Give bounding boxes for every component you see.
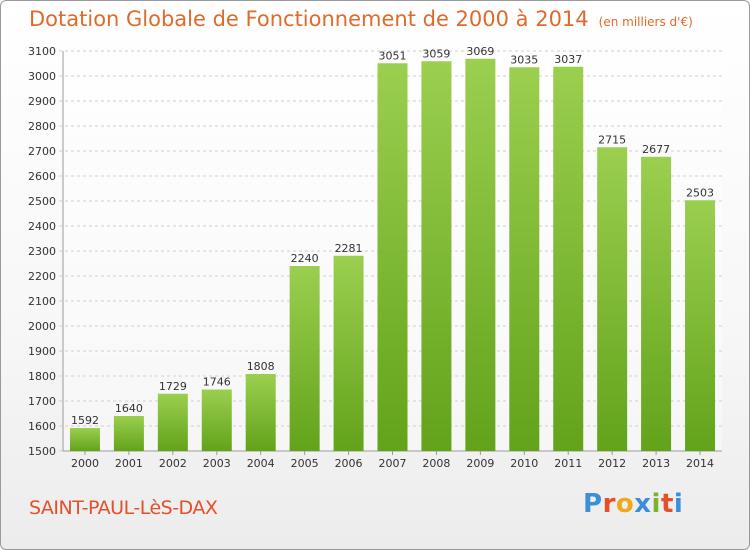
bar (465, 58, 496, 451)
x-tick-label: 2003 (203, 457, 231, 470)
x-tick-label: 2011 (554, 457, 582, 470)
data-label: 2503 (686, 186, 714, 199)
proxiti-logo: Proxiti (583, 489, 683, 519)
y-tick-label: 2900 (28, 95, 56, 108)
logo-letter: r (602, 489, 616, 519)
y-tick-label: 2400 (28, 220, 56, 233)
bar (289, 266, 320, 451)
x-tick-label: 2010 (510, 457, 538, 470)
data-label: 3051 (379, 49, 407, 62)
chart-subtitle: (en milliers d'€) (598, 15, 693, 29)
logo-letter: o (615, 489, 635, 519)
y-tick-label: 2200 (28, 270, 56, 283)
bar (157, 393, 188, 451)
y-tick-label: 2000 (28, 320, 56, 333)
y-tick-label: 2100 (28, 295, 56, 308)
bar (597, 147, 628, 451)
x-tick-label: 2004 (247, 457, 275, 470)
y-tick-label: 3100 (28, 45, 56, 58)
x-tick-label: 2012 (598, 457, 626, 470)
y-tick-label: 1900 (28, 345, 56, 358)
y-tick-label: 1600 (28, 420, 56, 433)
data-label: 1640 (115, 402, 143, 415)
bar (377, 63, 408, 451)
bar (553, 66, 584, 451)
bar (685, 200, 716, 451)
bar (113, 416, 144, 451)
x-tick-label: 2002 (159, 457, 187, 470)
y-tick-label: 2600 (28, 170, 56, 183)
x-tick-label: 2009 (466, 457, 494, 470)
logo-letter: i (673, 489, 684, 519)
bar (69, 428, 100, 451)
x-tick-label: 2014 (686, 457, 714, 470)
data-label: 1592 (71, 414, 99, 427)
x-tick-label: 2000 (71, 457, 99, 470)
x-tick-label: 2005 (291, 457, 319, 470)
data-label: 1746 (203, 376, 231, 389)
y-tick-label: 3000 (28, 70, 56, 83)
data-label: 3035 (510, 53, 538, 66)
bar (421, 61, 452, 451)
bar (509, 67, 540, 451)
bar (641, 156, 672, 451)
data-label: 2240 (291, 252, 319, 265)
logo-letter: x (634, 489, 652, 519)
x-tick-label: 2006 (335, 457, 363, 470)
y-tick-label: 1500 (28, 445, 56, 458)
data-label: 3059 (422, 47, 450, 60)
x-tick-label: 2013 (642, 457, 670, 470)
x-tick-label: 2001 (115, 457, 143, 470)
data-label: 1729 (159, 380, 187, 393)
y-tick-label: 2700 (28, 145, 56, 158)
bar (201, 389, 232, 451)
y-tick-label: 1800 (28, 370, 56, 383)
y-tick-label: 2500 (28, 195, 56, 208)
title-line: Dotation Globale de Fonctionnement de 20… (29, 7, 693, 31)
data-label: 2677 (642, 143, 670, 156)
y-tick-label: 2300 (28, 245, 56, 258)
data-label: 1808 (247, 360, 275, 373)
bar (333, 255, 364, 451)
data-label: 3037 (554, 53, 582, 66)
commune-name: SAINT-PAUL-LèS-DAX (29, 497, 218, 519)
data-label: 2281 (335, 242, 363, 255)
data-label: 3069 (466, 45, 494, 58)
y-tick-label: 2800 (28, 120, 56, 133)
bar (245, 374, 276, 451)
chart-title: Dotation Globale de Fonctionnement de 20… (29, 7, 589, 31)
x-tick-label: 2007 (379, 457, 407, 470)
x-tick-label: 2008 (422, 457, 450, 470)
logo-letter: P (583, 489, 603, 519)
logo-letter: t (660, 489, 674, 519)
data-label: 2715 (598, 133, 626, 146)
logo-letter: i (651, 489, 661, 519)
y-tick-label: 1700 (28, 395, 56, 408)
